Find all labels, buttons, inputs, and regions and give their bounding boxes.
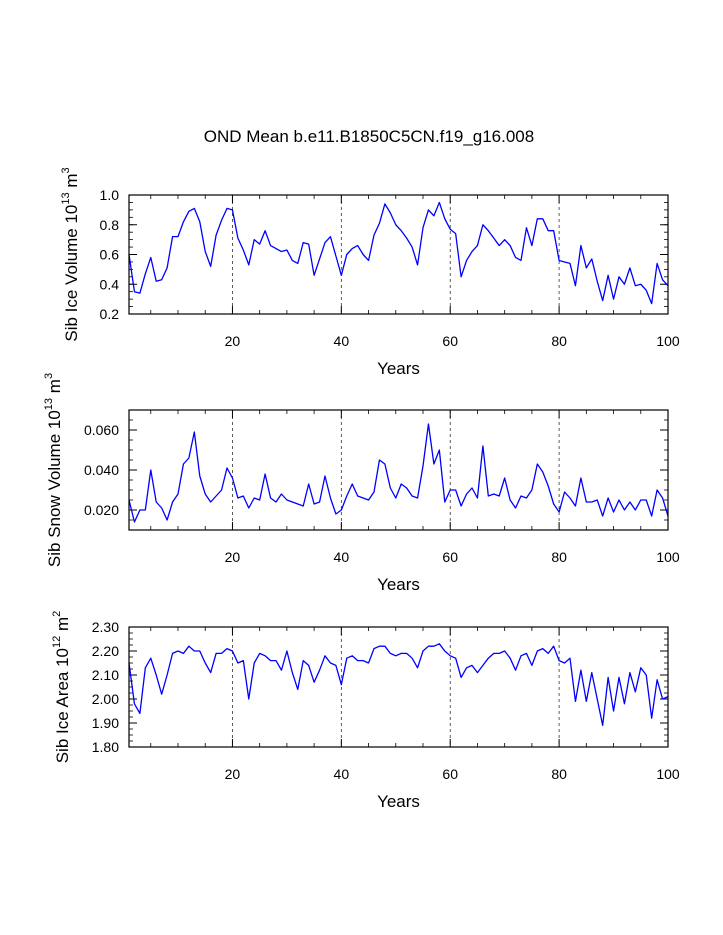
snow-volume-y-title-unit-exp: 3 bbox=[43, 373, 55, 379]
ice-area-x-tick-label-20: 20 bbox=[225, 766, 241, 782]
snow-volume-x-tick-label-80: 80 bbox=[551, 549, 567, 565]
ice-volume-y-title-exp: 13 bbox=[60, 192, 72, 204]
ice-volume-x-tick-label-60: 60 bbox=[442, 333, 458, 349]
ice-area-y-tick-label-3: 2.10 bbox=[92, 667, 119, 683]
snow-volume-x-tick-label-100: 100 bbox=[656, 549, 680, 565]
ice-area-panel: 20 40 60 80 100 1.80 1.90 2.00 2.10 2.20 2.30 Years… bbox=[51, 611, 680, 811]
ice-volume-y-tick-label-4: 1.0 bbox=[100, 187, 120, 203]
ice-area-y-tick-label-0: 1.80 bbox=[92, 739, 119, 755]
ice-volume-y-tick-label-2: 0.6 bbox=[100, 247, 120, 263]
ice-area-y-tick-label-5: 2.30 bbox=[92, 619, 119, 635]
ice-volume-y-tick-label-0: 0.2 bbox=[100, 306, 120, 322]
ice-volume-x-tick-label-100: 100 bbox=[656, 333, 680, 349]
ice-area-x-tick-label-100: 100 bbox=[656, 766, 680, 782]
ice-area-x-axis-title: Years bbox=[377, 792, 420, 811]
snow-volume-x-axis-title: Years bbox=[377, 575, 420, 594]
snow-volume-y-title-unit: m bbox=[45, 379, 64, 398]
ice-volume-y-tick-label-3: 0.8 bbox=[100, 217, 120, 233]
snow-volume-y-axis-title: Sib Snow Volume 1013 m3 bbox=[43, 373, 64, 567]
ice-volume-x-tick-label-80: 80 bbox=[551, 333, 567, 349]
snow-volume-y-tick-label-0: 0.020 bbox=[84, 502, 119, 518]
ice-volume-x-axis-title: Years bbox=[377, 359, 420, 378]
ice-volume-y-title-unit-exp: 3 bbox=[60, 167, 72, 173]
ice-volume-y-axis-title: Sib Ice Volume 1013 m3 bbox=[60, 167, 81, 341]
ice-volume-panel: 20 40 60 80 100 0.2 0.4 0.6 0.8 1.0 Years Sib Ice V… bbox=[60, 167, 680, 378]
ice-area-y-tick-label-4: 2.20 bbox=[92, 643, 119, 659]
snow-volume-x-tick-label-60: 60 bbox=[442, 549, 458, 565]
ice-volume-x-tick-label-40: 40 bbox=[334, 333, 350, 349]
ice-volume-y-title-unit: m bbox=[62, 173, 81, 192]
snow-volume-y-title-base: Sib Snow Volume 10 bbox=[45, 410, 64, 567]
ice-area-y-title-exp: 12 bbox=[51, 636, 63, 648]
ice-area-y-tick-label-1: 1.90 bbox=[92, 715, 119, 731]
ice-area-plot-frame bbox=[128, 626, 669, 748]
ice-area-x-tick-label-80: 80 bbox=[551, 766, 567, 782]
ice-area-y-title-unit: m bbox=[53, 617, 72, 636]
ice-area-series-line bbox=[128, 643, 669, 727]
ice-area-y-tick-label-2: 2.00 bbox=[92, 691, 119, 707]
snow-volume-y-title-exp: 13 bbox=[43, 398, 55, 410]
ice-area-y-axis-title: Sib Ice Area 1012 m2 bbox=[51, 611, 72, 764]
snow-volume-x-tick-label-40: 40 bbox=[334, 549, 350, 565]
ice-area-x-tick-label-40: 40 bbox=[334, 766, 350, 782]
ice-area-x-tick-label-60: 60 bbox=[442, 766, 458, 782]
figure-title: OND Mean b.e11.B1850C5CN.f19_g16.008 bbox=[204, 127, 534, 146]
snow-volume-y-tick-label-1: 0.040 bbox=[84, 462, 119, 478]
ice-volume-y-tick-label-1: 0.4 bbox=[100, 276, 120, 292]
ice-volume-series-line bbox=[128, 201, 669, 305]
snow-volume-x-tick-label-20: 20 bbox=[225, 549, 241, 565]
ice-volume-plot-frame bbox=[128, 194, 669, 315]
ice-area-y-title-unit-exp: 2 bbox=[51, 611, 63, 617]
ice-volume-y-title-base: Sib Ice Volume 10 bbox=[62, 205, 81, 342]
snow-volume-y-tick-label-2: 0.060 bbox=[84, 422, 119, 438]
snow-volume-plot-frame bbox=[128, 409, 669, 531]
ice-volume-x-tick-label-20: 20 bbox=[225, 333, 241, 349]
ice-area-y-title-base: Sib Ice Area 10 bbox=[53, 648, 72, 763]
snow-volume-series-line bbox=[128, 423, 669, 523]
snow-volume-panel: 20 40 60 80 100 0.020 0.040 0.060 Years Sib Snow … bbox=[43, 373, 680, 594]
